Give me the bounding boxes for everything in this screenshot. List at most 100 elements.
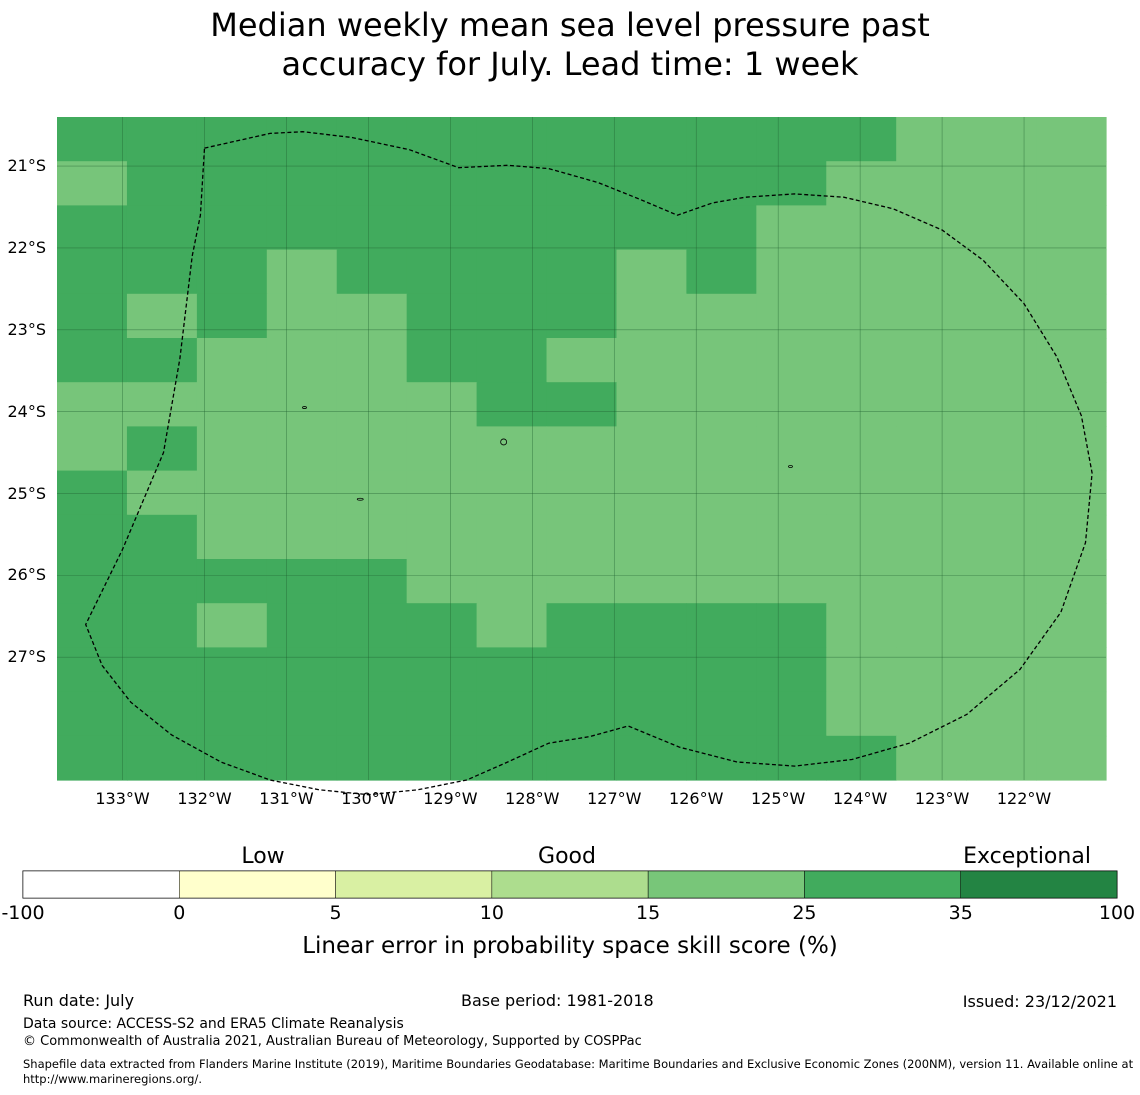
grid-cell <box>476 205 548 251</box>
grid-cell <box>336 161 408 206</box>
base-period: Base period: 1981-2018 <box>461 991 654 1010</box>
grid-cell <box>266 735 338 781</box>
grid-cell <box>406 293 478 339</box>
grid-cell <box>126 382 198 427</box>
grid-cell <box>616 205 687 251</box>
grid-cell <box>57 249 128 295</box>
island-outline <box>788 465 793 468</box>
grid-cell <box>756 117 827 162</box>
grid-cell <box>336 117 408 162</box>
grid-cell <box>336 426 408 472</box>
grid-cell <box>546 249 618 295</box>
latitude-label: 23°S <box>7 319 46 339</box>
legend-category-low: Low <box>241 844 285 869</box>
grid-cell <box>686 117 757 162</box>
grid-cell <box>266 647 338 693</box>
run-date: Run date: July <box>23 991 135 1010</box>
grid-cell <box>126 735 198 781</box>
grid-cell <box>686 338 757 383</box>
grid-cell <box>826 647 897 693</box>
grid-cell <box>1036 426 1107 472</box>
grid-cell <box>1036 691 1107 737</box>
grid-cell <box>406 470 478 516</box>
grid-cell <box>476 470 548 516</box>
grid-cell <box>1036 338 1107 383</box>
grid-cell <box>1036 293 1107 339</box>
grid-cell <box>616 603 687 648</box>
grid-cell <box>406 338 478 383</box>
colorbar-tick-label: 15 <box>636 902 661 924</box>
grid-cell <box>336 735 408 781</box>
grid-cell <box>896 205 967 251</box>
grid-cell <box>476 338 548 383</box>
grid-cell <box>966 161 1037 206</box>
grid-cell <box>266 470 338 516</box>
grid-cell <box>406 559 478 604</box>
grid-cell <box>756 293 827 339</box>
colorbar-tick-label: 10 <box>479 902 504 924</box>
grid-cell <box>266 249 338 295</box>
grid-cell <box>126 603 198 648</box>
grid-cell <box>336 647 408 693</box>
colorbar-bin <box>804 870 961 899</box>
grid-cell <box>1036 382 1107 427</box>
grid-cell <box>57 293 128 339</box>
grid-cell <box>406 514 478 560</box>
colorbar-tick-label: 25 <box>792 902 817 924</box>
grid-cell <box>546 338 618 383</box>
grid-cell <box>826 117 897 162</box>
grid-cell <box>57 426 128 472</box>
grid-cell <box>476 647 548 693</box>
grid-cell <box>616 117 687 162</box>
colorbar-tick-label: 35 <box>948 902 973 924</box>
grid-cell <box>1036 735 1107 781</box>
grid-cell <box>966 426 1037 472</box>
grid-cell <box>1036 603 1107 648</box>
grid-cell <box>966 338 1037 383</box>
grid-cell <box>686 691 757 737</box>
island-outline <box>356 497 364 501</box>
grid-cell <box>476 603 548 648</box>
grid-cell <box>686 647 757 693</box>
grid-cell <box>966 603 1037 648</box>
grid-cell <box>756 647 827 693</box>
grid-cell <box>686 161 757 206</box>
grid-cell <box>126 205 198 251</box>
grid-cell <box>756 559 827 604</box>
longitude-label: 128°W <box>505 789 560 808</box>
longitude-label: 129°W <box>423 789 478 808</box>
grid-cell <box>476 382 548 427</box>
longitude-label: 122°W <box>996 789 1052 808</box>
colorbar-label: Linear error in probability space skill … <box>302 933 838 959</box>
grid-cell <box>616 514 687 560</box>
longitude-label: 124°W <box>832 789 888 808</box>
grid-cell <box>756 161 827 206</box>
grid-cell <box>406 426 478 472</box>
grid-cell <box>686 426 757 472</box>
grid-cell <box>336 249 408 295</box>
grid-cell <box>476 559 548 604</box>
grid-cell <box>896 161 967 206</box>
grid-cell <box>196 117 268 162</box>
grid-cell <box>826 603 897 648</box>
grid-cell <box>336 205 408 251</box>
grid-cell <box>196 603 268 648</box>
grid-cell <box>57 647 128 693</box>
grid-cell <box>896 470 967 516</box>
grid-cell <box>896 117 967 162</box>
island-outline <box>302 406 307 409</box>
grid-cell <box>196 691 268 737</box>
grid-cell <box>826 161 897 206</box>
grid-cell <box>686 249 757 295</box>
grid-cell <box>616 249 687 295</box>
grid-cell <box>616 426 687 472</box>
grid-cell <box>196 559 268 604</box>
grid-cell <box>756 382 827 427</box>
longitude-label: 125°W <box>751 789 806 808</box>
grid-cell <box>1036 161 1107 206</box>
grid-cell <box>546 161 618 206</box>
grid-cell <box>756 205 827 251</box>
grid-cell <box>896 293 967 339</box>
colorbar-tick-label: 5 <box>329 902 342 924</box>
grid-cell <box>826 735 897 781</box>
